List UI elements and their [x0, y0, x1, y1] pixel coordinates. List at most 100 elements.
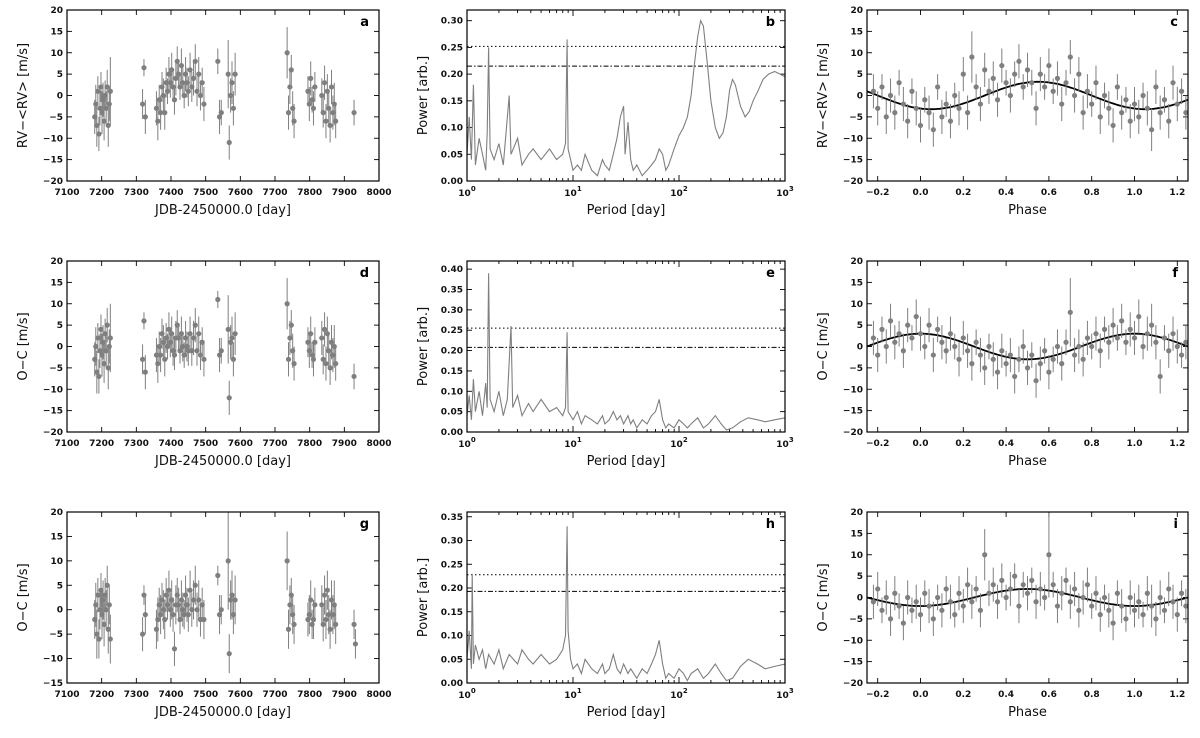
- panel-letter: h: [766, 517, 775, 532]
- data-point: [312, 339, 318, 345]
- data-point: [94, 369, 100, 375]
- x-tick-label: 7900: [332, 188, 357, 198]
- data-point: [947, 331, 954, 337]
- y-tick-label: −5: [49, 630, 63, 640]
- data-point: [994, 599, 1001, 605]
- x-tick-label: 103: [776, 436, 794, 450]
- data-point: [1093, 80, 1099, 86]
- x-tick-label: 100: [458, 185, 476, 199]
- data-point: [1012, 373, 1018, 380]
- x-tick-label: 7300: [124, 690, 149, 700]
- data-point: [319, 602, 325, 608]
- y-tick-label: 0: [857, 92, 863, 102]
- data-point: [333, 118, 339, 124]
- y-tick-label: −10: [43, 134, 63, 144]
- periodogram-curve: [467, 19, 785, 177]
- data-point: [922, 590, 928, 596]
- data-point: [107, 636, 113, 642]
- data-point: [1050, 88, 1056, 94]
- x-tick-label: 7200: [89, 690, 114, 700]
- x-tick-label: 102: [670, 185, 688, 199]
- data-point: [1178, 590, 1185, 596]
- data-point: [101, 118, 107, 124]
- data-point: [158, 352, 164, 358]
- data-point: [1029, 352, 1035, 358]
- y-tick-label: 0.05: [441, 655, 463, 665]
- y-tick-label: 0.25: [441, 326, 463, 336]
- data-point: [291, 361, 297, 367]
- y-tick-label: −10: [843, 636, 863, 646]
- y-tick-label: −20: [843, 177, 863, 187]
- data-point: [1084, 335, 1091, 341]
- y-tick-label: −20: [843, 679, 863, 689]
- y-tick-label: 0: [57, 343, 63, 353]
- y-tick-label: 0.15: [441, 367, 463, 377]
- data-point: [935, 326, 941, 332]
- y-tick-label: 10: [850, 300, 863, 310]
- data-point: [977, 352, 984, 358]
- data-point: [1127, 594, 1133, 601]
- y-tick-label: 0.00: [441, 679, 463, 689]
- x-tick-label: 7600: [228, 188, 253, 198]
- x-tick-label: 0.0: [913, 439, 929, 449]
- data-point: [1067, 599, 1073, 605]
- data-point: [1114, 590, 1120, 596]
- data-point: [1080, 594, 1086, 601]
- data-point: [1161, 607, 1168, 613]
- y-tick-label: 0.35: [441, 286, 463, 296]
- y-tick-label: 0.15: [441, 97, 463, 107]
- data-point: [1037, 361, 1043, 367]
- data-point: [288, 67, 294, 73]
- data-point: [158, 110, 164, 116]
- data-point: [215, 296, 221, 303]
- data-point: [1119, 603, 1125, 609]
- y-axis-label: RV−<RV> [m/s]: [816, 43, 831, 148]
- data-point: [1174, 101, 1180, 107]
- x-tick-label: 0.2: [955, 188, 971, 198]
- panel-letter: c: [1170, 15, 1178, 30]
- x-tick-label: 7500: [193, 188, 218, 198]
- data-point: [969, 599, 975, 605]
- data-point: [173, 75, 179, 81]
- data-point: [323, 616, 329, 623]
- data-point: [883, 114, 889, 120]
- x-tick-label: 0.4: [998, 690, 1014, 700]
- data-point: [930, 352, 936, 358]
- data-point: [875, 352, 881, 358]
- x-axis-label: Phase: [1008, 705, 1047, 720]
- data-point: [1003, 361, 1009, 367]
- x-tick-exponent: 1: [577, 436, 582, 444]
- data-point: [1071, 92, 1078, 99]
- data-point: [922, 97, 928, 103]
- data-point: [913, 599, 919, 605]
- data-point: [98, 84, 104, 90]
- data-point: [896, 331, 902, 337]
- data-point: [1063, 339, 1069, 345]
- data-point: [956, 590, 962, 596]
- data-point: [1024, 365, 1031, 371]
- y-tick-label: −15: [843, 156, 863, 166]
- y-tick-label: 10: [850, 551, 863, 561]
- data-point: [917, 122, 924, 129]
- data-point: [883, 594, 889, 601]
- y-tick-label: 0.05: [441, 408, 463, 418]
- data-point: [930, 616, 936, 622]
- x-tick-label: 102: [670, 687, 688, 701]
- x-tick-exponent: 0: [471, 185, 476, 193]
- data-point: [196, 331, 202, 337]
- data-point: [1089, 101, 1095, 107]
- data-point: [1144, 331, 1150, 337]
- data-point: [1067, 309, 1073, 315]
- data-point: [896, 603, 902, 609]
- data-point: [956, 105, 962, 111]
- data-point: [171, 646, 178, 652]
- y-tick-label: 0.25: [441, 43, 463, 53]
- data-point: [960, 71, 966, 77]
- plot-area-b: [467, 19, 785, 177]
- data-point: [909, 607, 915, 613]
- y-tick-label: 10: [50, 300, 63, 310]
- data-point: [319, 335, 325, 341]
- data-point: [1101, 92, 1108, 99]
- x-tick-exponent: 0: [471, 436, 476, 444]
- x-tick-exponent: 0: [471, 687, 476, 695]
